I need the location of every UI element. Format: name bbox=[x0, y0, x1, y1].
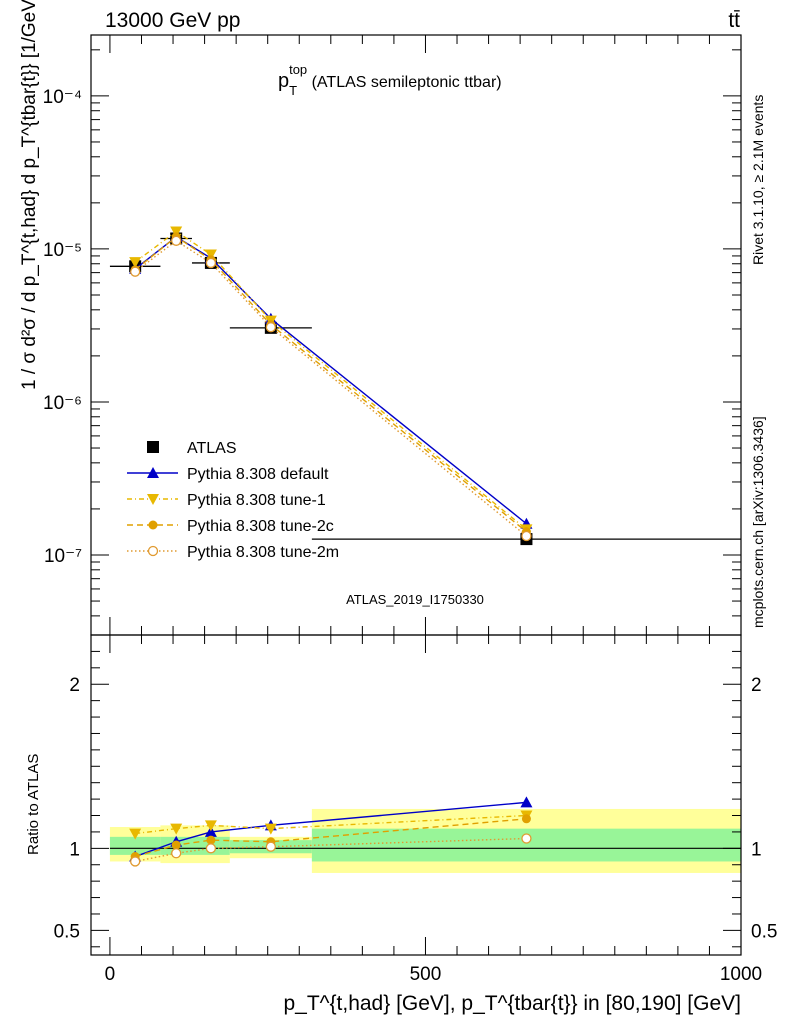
series-pythia-8-308-tune-2c bbox=[130, 232, 531, 537]
y-tick-label: 10⁻⁷ bbox=[44, 546, 82, 567]
legend-label: Pythia 8.308 default bbox=[187, 466, 329, 483]
legend-marker bbox=[148, 520, 158, 530]
ratio-point bbox=[521, 814, 531, 824]
x-tick-label: 0 bbox=[105, 964, 116, 985]
main-plot-panel: 10⁻⁴ 10⁻⁵ 10⁻⁶ 10⁻⁷ pTtop (ATLAS semileptoni… bbox=[19, 0, 742, 636]
y-tick-label-right: 1 bbox=[751, 839, 762, 860]
series-pythia-8-308-tune-2m bbox=[130, 235, 532, 542]
y-tick-label: 10⁻⁵ bbox=[43, 240, 82, 261]
rivet-label: Rivet 3.1.10, ≥ 2.1M events bbox=[750, 95, 766, 265]
ratio-point bbox=[264, 823, 277, 835]
mcplots-label: mcplots.cern.ch [arXiv:1306.3436] bbox=[750, 416, 766, 628]
ratio-point bbox=[129, 828, 142, 840]
ratio-point bbox=[206, 835, 216, 845]
series-pythia-8-308-tune-1 bbox=[129, 226, 533, 536]
ratio-series-pythia-8-308-tune-2m bbox=[130, 833, 532, 867]
series-pythia-8-308-default bbox=[129, 230, 533, 529]
ratio-y-axis-label: Ratio to ATLAS bbox=[25, 754, 42, 855]
series-point bbox=[171, 235, 182, 246]
y-tick-label-right: 0.5 bbox=[751, 921, 777, 942]
legend-marker bbox=[147, 494, 159, 505]
ratio-point bbox=[520, 796, 533, 808]
series-point bbox=[205, 257, 217, 269]
analysis-id: ATLAS_2019_I1750330 bbox=[346, 592, 484, 607]
band-inner bbox=[109, 836, 161, 855]
y-tick-label: 1 bbox=[69, 839, 80, 860]
legend-marker bbox=[147, 545, 159, 557]
series-point bbox=[265, 322, 277, 333]
series-line bbox=[134, 230, 527, 530]
legend-label: Pythia 8.308 tune-1 bbox=[187, 492, 326, 509]
x-tick-label: 500 bbox=[410, 964, 442, 985]
series-point bbox=[130, 266, 141, 277]
x-axis-label: p_T^{t,had} [GeV], p_T^{tbar{t}} in [80,… bbox=[283, 992, 741, 1015]
ratio-point bbox=[204, 820, 217, 832]
legend-marker bbox=[147, 467, 159, 478]
y-tick-label: 10⁻⁶ bbox=[43, 393, 82, 414]
y-tick-label-right: 2 bbox=[751, 675, 762, 696]
legend: ATLAS Pythia 8.308 default Pythia 8.308 tu… bbox=[127, 440, 339, 561]
ratio-point bbox=[521, 833, 532, 844]
ratio-point bbox=[205, 843, 217, 854]
process-label: tt̄ bbox=[728, 9, 740, 32]
series-point bbox=[129, 257, 142, 269]
legend-label: ATLAS bbox=[187, 440, 237, 457]
y-tick-label: 0.5 bbox=[54, 921, 80, 942]
y-axis-label: 1 / σ d²σ / d p_T^{t,had} d p_T^{tbar{t}… bbox=[19, 0, 40, 390]
legend-marker bbox=[147, 441, 159, 453]
ratio-point bbox=[171, 840, 181, 850]
legend-label: Pythia 8.308 tune-2m bbox=[187, 544, 339, 561]
series-point bbox=[204, 249, 217, 261]
series-line bbox=[134, 235, 527, 533]
plot-title: pTtop (ATLAS semileptonic ttbar) bbox=[278, 62, 502, 98]
ratio-point bbox=[204, 825, 217, 837]
series-point bbox=[521, 530, 532, 542]
x-tick-label: 1000 bbox=[720, 964, 762, 985]
ratio-plot-panel: 2 2 1 1 0.5 0.5 0 500 1000 Ratio to ATLAS p_T^{t,h… bbox=[25, 634, 777, 1015]
ratio-point bbox=[130, 856, 141, 867]
ratio-point bbox=[265, 841, 277, 852]
energy-label: 13000 GeV pp bbox=[105, 9, 240, 32]
ratio-point bbox=[171, 848, 182, 859]
ratio-point bbox=[170, 823, 183, 835]
legend-label: Pythia 8.308 tune-2c bbox=[187, 518, 334, 535]
ratio-line bbox=[134, 818, 527, 858]
ratio-frame bbox=[90, 634, 742, 956]
y-tick-label: 10⁻⁴ bbox=[43, 87, 82, 108]
series-point bbox=[170, 226, 183, 238]
y-tick-label: 2 bbox=[69, 675, 80, 696]
